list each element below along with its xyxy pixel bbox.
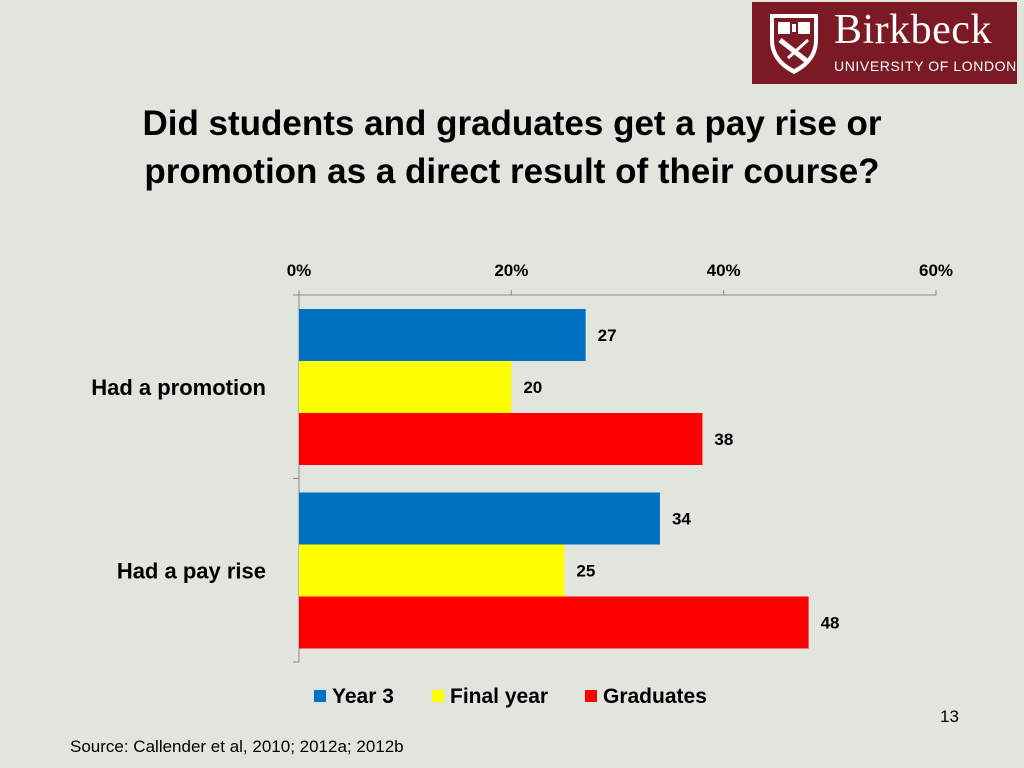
birkbeck-logo: Birkbeck UNIVERSITY OF LONDON [752,2,1017,84]
slide-title: Did students and graduates get a pay ris… [40,100,984,196]
x-tick-label: 0% [287,261,312,280]
title-line-1: Did students and graduates get a pay ris… [142,104,882,143]
legend-swatch [585,690,597,702]
bar [299,413,703,465]
x-tick-label: 20% [494,261,528,280]
category-label: Had a pay rise [117,559,266,584]
data-label: 20 [523,378,542,397]
slide-number: 13 [940,707,959,726]
legend-label: Year 3 [332,685,394,708]
data-label: 48 [821,614,840,633]
data-label: 38 [714,430,733,449]
crest-icon [770,14,818,74]
bar [299,361,512,413]
bar [299,544,565,597]
data-label: 25 [576,562,595,581]
data-label: 34 [672,510,691,529]
legend-swatch [432,690,444,702]
source-note: Source: Callender et al, 2010; 2012a; 20… [70,737,404,756]
category-label: Had a promotion [91,375,266,400]
data-label: 27 [598,326,617,345]
bar [299,596,809,649]
x-tick-label: 60% [919,261,953,280]
legend-swatch [314,690,326,702]
bar [299,309,586,361]
legend-label: Final year [450,685,548,708]
bar [299,492,660,545]
legend-label: Graduates [603,685,707,708]
title-line-2: promotion as a direct result of their co… [144,152,880,191]
x-tick-label: 40% [707,261,741,280]
logo-subtitle: UNIVERSITY OF LONDON [834,58,1017,74]
logo-name: Birkbeck [834,7,992,53]
